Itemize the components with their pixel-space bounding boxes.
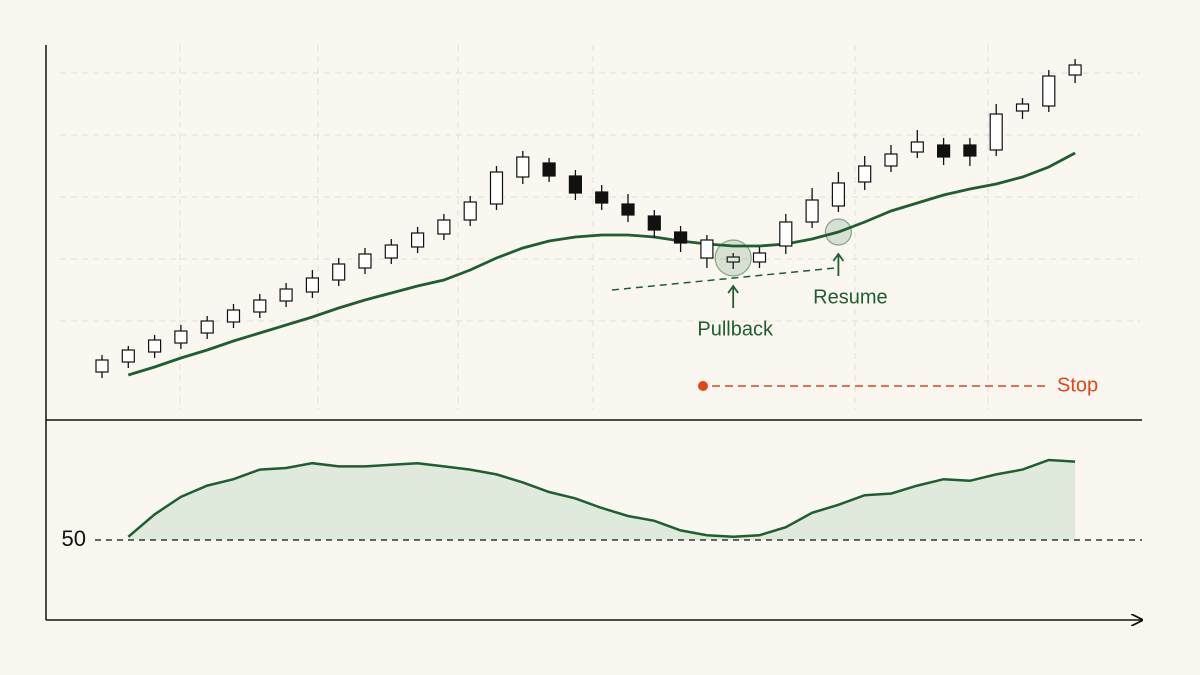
annotation-arrow	[727, 284, 739, 308]
candle-body	[752, 252, 767, 263]
candle-body	[700, 239, 714, 259]
candle-body	[936, 144, 951, 158]
annotation-label: Resume	[813, 286, 887, 308]
candle-body	[384, 244, 398, 259]
candle-body	[831, 182, 846, 207]
candle-body	[1042, 75, 1056, 107]
candle-body	[621, 203, 635, 216]
candle-body	[568, 175, 583, 194]
candle-body	[910, 141, 924, 153]
candle-body	[174, 330, 188, 344]
annotation-arrow	[832, 252, 845, 276]
candle-body	[253, 299, 267, 313]
annotation-marker	[824, 218, 853, 246]
candle-body	[489, 171, 504, 205]
candle-body	[463, 201, 477, 221]
stop-marker	[698, 381, 708, 391]
candle-body	[542, 162, 556, 177]
candle-body	[226, 309, 241, 323]
candle-body	[963, 144, 977, 157]
candle-body	[411, 232, 425, 248]
candle-body	[1068, 64, 1082, 76]
candle-body	[673, 231, 688, 244]
candle-body	[858, 165, 872, 183]
candle-body	[884, 153, 898, 167]
candle-body	[726, 256, 740, 263]
stop-label: Stop	[1057, 374, 1098, 396]
candle-body	[779, 221, 793, 247]
moving-average	[127, 151, 1076, 377]
annotation-marker	[714, 239, 752, 277]
oscillator-area	[128, 460, 1076, 540]
candle-body	[95, 359, 109, 373]
support-line	[611, 267, 836, 291]
candle-body	[647, 215, 661, 231]
candle-body	[595, 191, 609, 204]
candle-body	[805, 199, 819, 223]
candle-body	[989, 113, 1003, 151]
candle-body	[279, 288, 293, 302]
candle-body	[332, 263, 346, 281]
grid	[60, 45, 1140, 410]
candle-body	[305, 277, 319, 293]
candle-body	[1015, 103, 1030, 112]
candle-body	[121, 349, 135, 363]
oscillator-line	[127, 458, 1076, 539]
candle-body	[358, 253, 372, 269]
y-tick-label: 50	[62, 526, 86, 551]
candle-body	[200, 320, 214, 334]
candle-body	[148, 339, 162, 353]
candle-body	[516, 156, 530, 178]
candle-body	[437, 219, 451, 235]
annotation-label: Pullback	[697, 318, 774, 340]
